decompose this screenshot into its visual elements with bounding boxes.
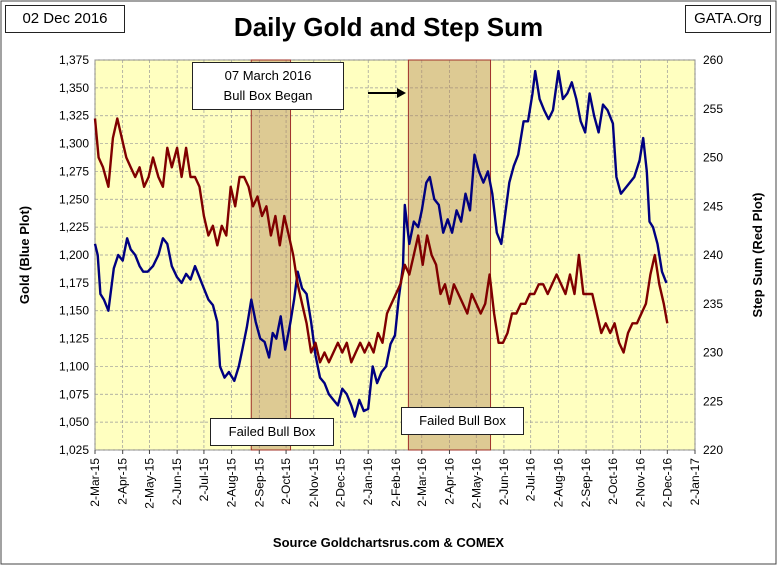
x-tick-label: 2-Apr-15 <box>116 458 130 505</box>
y2-tick-label: 235 <box>703 297 723 311</box>
x-tick-label: 2-Jun-15 <box>170 458 184 506</box>
grid-layer <box>94 59 696 451</box>
y-tick-label: 1,375 <box>59 53 89 67</box>
y2-tick-label: 260 <box>703 53 723 67</box>
y-tick-label: 1,075 <box>59 387 89 401</box>
annotation-arrow <box>368 88 406 98</box>
x-tick-label: 2-Aug-16 <box>551 458 565 508</box>
x-tick-label: 2-Mar-15 <box>88 458 102 507</box>
x-tick-label: 2-Apr-16 <box>442 458 456 505</box>
failed-bull-box-label-2: Failed Bull Box <box>401 407 524 435</box>
bull-box-annotation-line2: Bull Box Began <box>223 88 313 103</box>
x-tick-label: 2-Oct-16 <box>606 458 620 505</box>
y-tick-label: 1,225 <box>59 220 89 234</box>
y2-tick-label: 245 <box>703 199 723 213</box>
y2-tick-label: 250 <box>703 151 723 165</box>
x-tick-label: 2-Sep-16 <box>579 458 593 508</box>
chart-title: Daily Gold and Step Sum <box>233 12 544 42</box>
y-tick-label: 1,175 <box>59 276 89 290</box>
x-tick-label: 2-Dec-16 <box>660 458 674 508</box>
x-tick-label: 2-Sep-15 <box>252 458 266 508</box>
x-tick-label: 2-Jul-15 <box>197 458 211 502</box>
y2-tick-label: 240 <box>703 248 723 262</box>
y-tick-label: 1,300 <box>59 137 89 151</box>
y-tick-label: 1,125 <box>59 332 89 346</box>
y-tick-label: 1,350 <box>59 81 89 95</box>
x-tick-label: 2-Aug-15 <box>225 458 239 508</box>
y2-tick-label: 220 <box>703 443 723 457</box>
y-tick-label: 1,250 <box>59 192 89 206</box>
shaded-regions <box>250 59 492 451</box>
y-tick-label: 1,275 <box>59 164 89 178</box>
y-tick-label: 1,050 <box>59 415 89 429</box>
y2-tick-label: 255 <box>703 102 723 116</box>
x-tick-label: 2-Mar-16 <box>415 458 429 507</box>
x-tick-label: 2-Nov-15 <box>307 458 321 508</box>
y-tick-label: 1,100 <box>59 359 89 373</box>
axis-layer: 1,025 1,050 1,075 1,100 1,125 1,150 1,175 1,200… <box>59 53 723 509</box>
y-tick-label: 1,325 <box>59 109 89 123</box>
failed-bull-box-label-1: Failed Bull Box <box>210 418 334 446</box>
x-tick-label: 2-May-15 <box>142 458 156 509</box>
y-tick-label: 1,150 <box>59 304 89 318</box>
gold-series-line <box>93 69 668 418</box>
x-tick-label: 2-Nov-16 <box>634 458 648 508</box>
x-tick-label: 2-Oct-15 <box>279 458 293 505</box>
y2-tick-label: 225 <box>703 394 723 408</box>
bull-box-region <box>250 59 292 451</box>
x-tick-label: 2-Dec-15 <box>334 458 348 508</box>
y-tick-label: 1,025 <box>59 443 89 457</box>
series-layer <box>93 69 669 418</box>
y2-tick-label: 230 <box>703 346 723 360</box>
y-axis-label: Gold (Blue Plot) <box>17 206 32 304</box>
y-tick-label: 1,200 <box>59 248 89 262</box>
x-tick-label: 2-May-16 <box>469 458 483 509</box>
x-tick-label: 2-Jun-16 <box>497 458 511 506</box>
step-sum-series-line <box>93 117 669 364</box>
source-footer: Source Goldchartsrus.com & COMEX <box>272 535 505 550</box>
x-tick-label: 2-Jan-16 <box>361 458 375 506</box>
y2-axis-label: Step Sum (Red Plot) <box>750 193 765 318</box>
x-tick-label: 2-Jul-16 <box>524 458 538 502</box>
x-tick-label: 2-Feb-16 <box>389 458 403 507</box>
bull-box-annotation: 07 March 2016 Bull Box Began <box>192 62 344 110</box>
x-tick-label: 2-Jan-17 <box>688 458 702 506</box>
date-label: 02 Dec 2016 <box>5 5 125 33</box>
source-site-label: GATA.Org <box>685 5 771 33</box>
bull-box-annotation-line1: 07 March 2016 <box>224 68 312 83</box>
